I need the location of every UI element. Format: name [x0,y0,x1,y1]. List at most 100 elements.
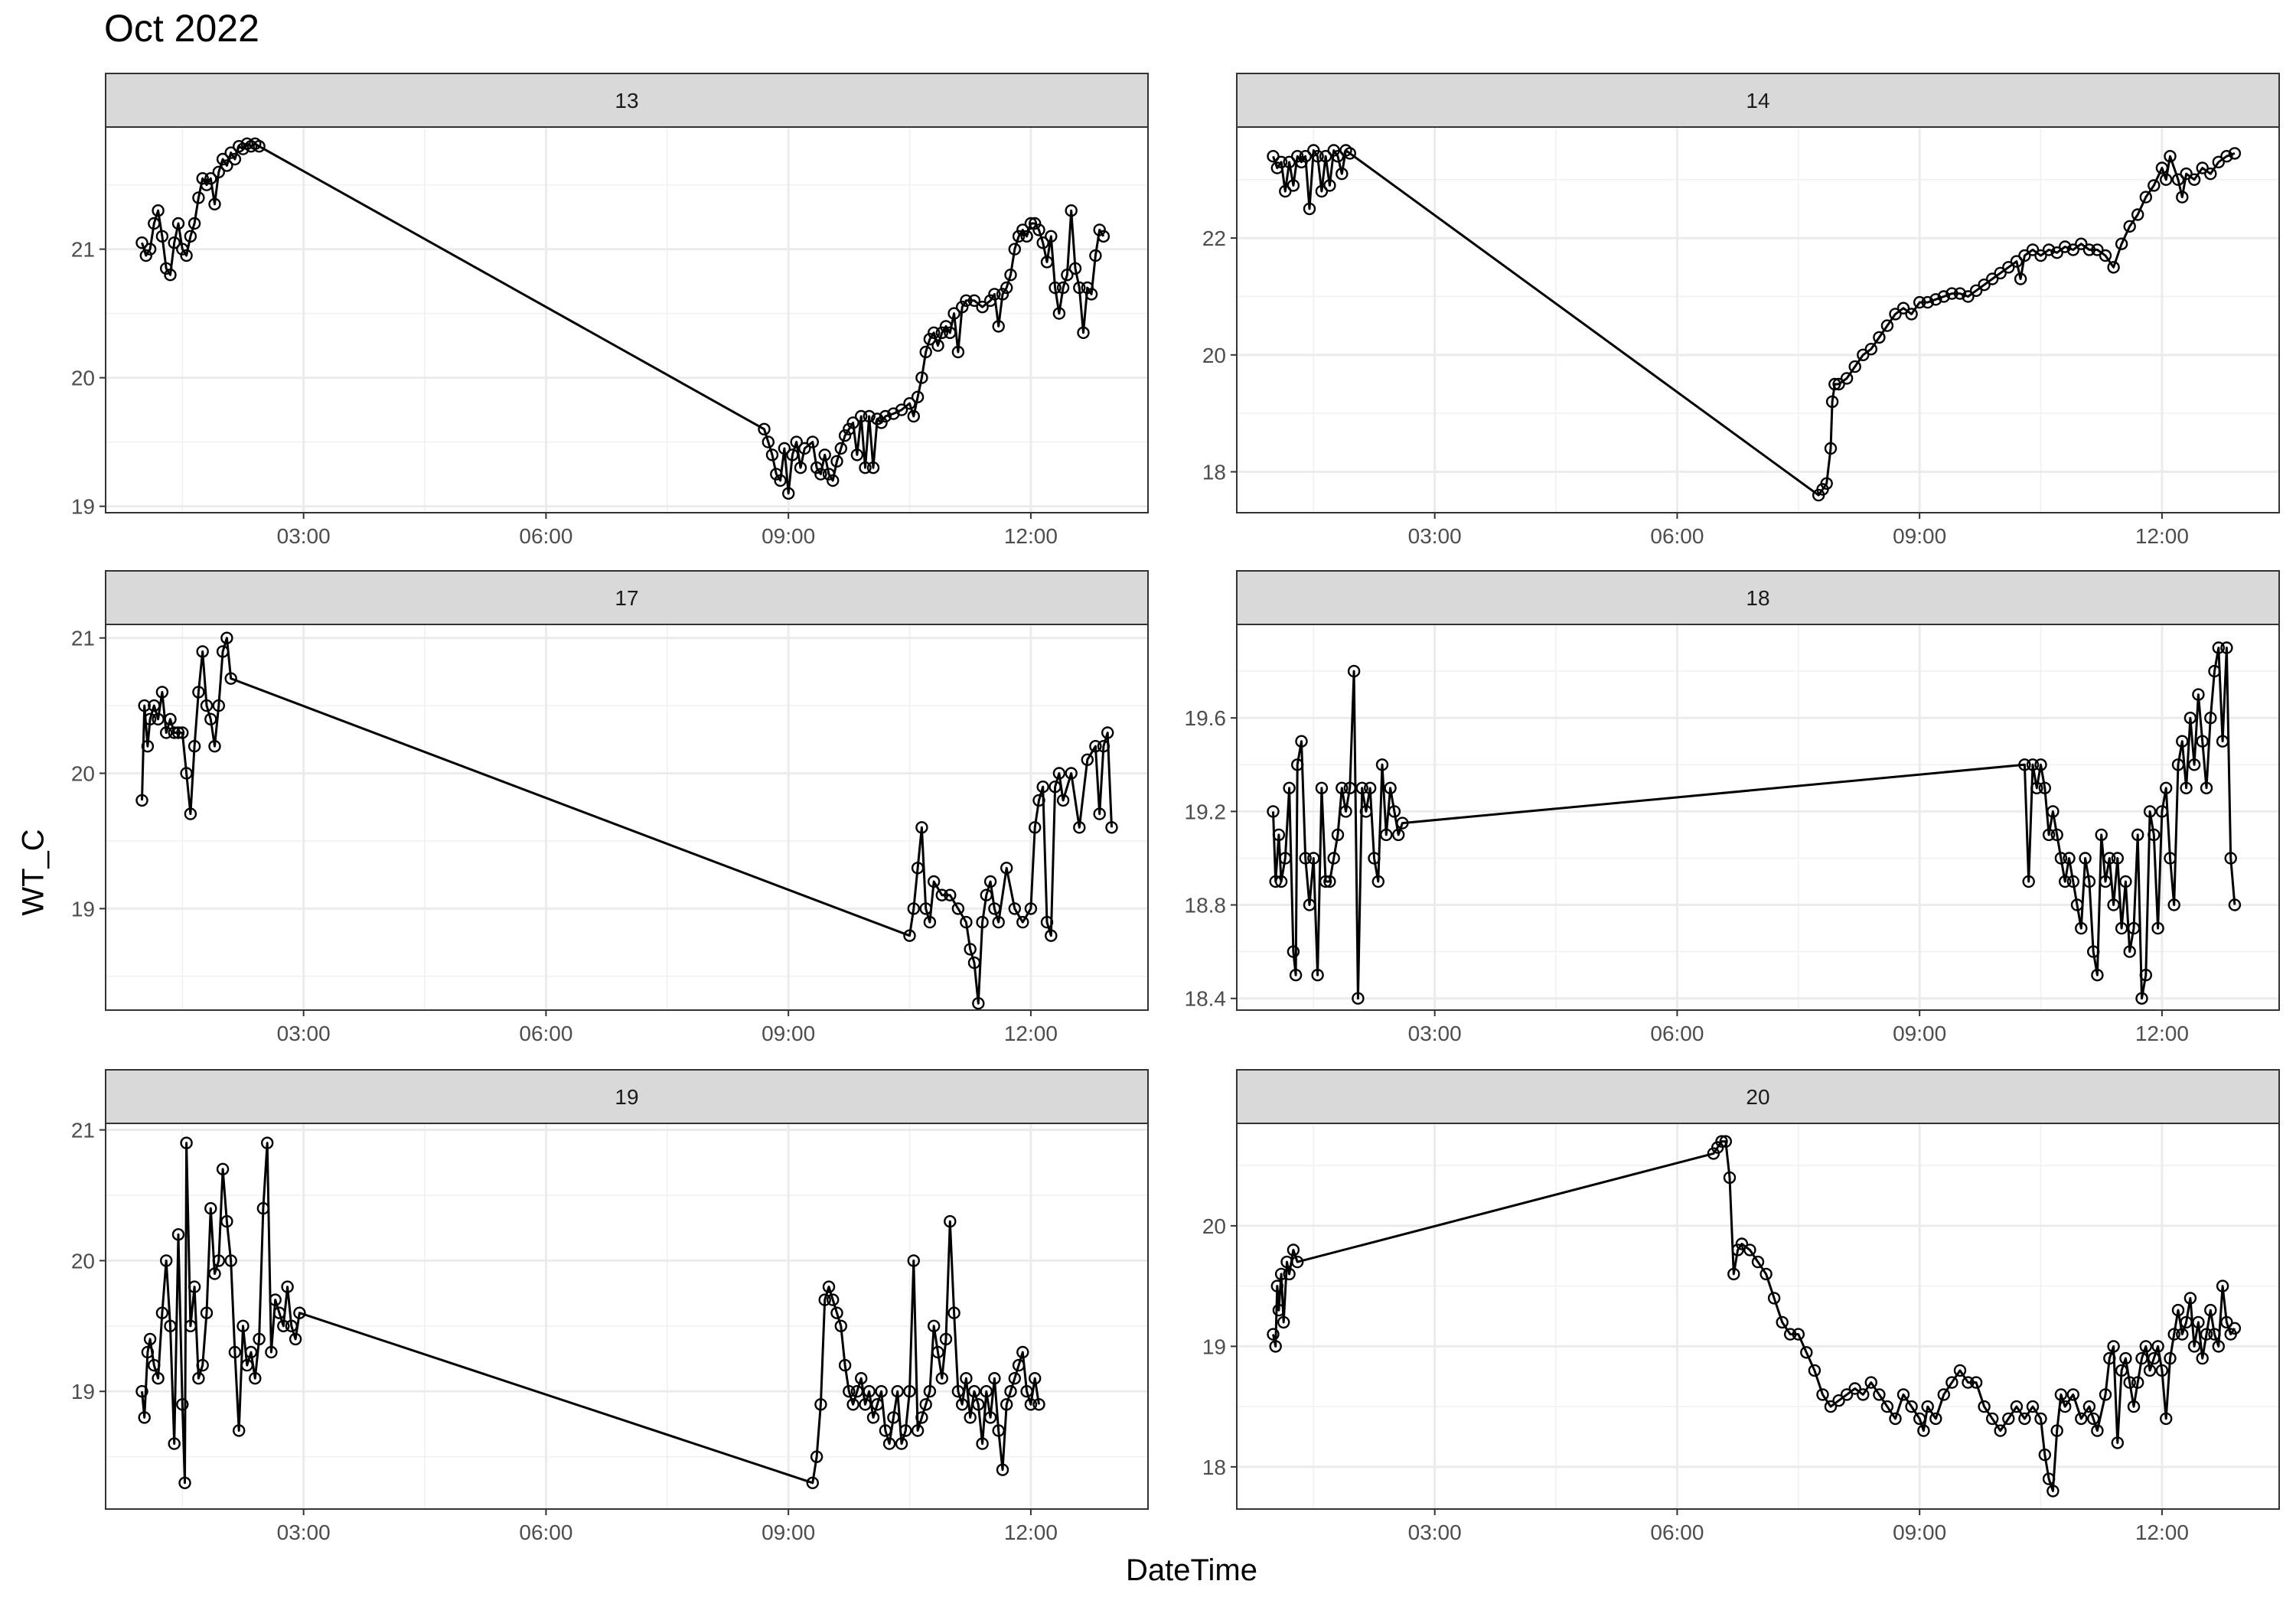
data-point [1287,945,1300,958]
y-tick-label: 19.2 [1185,800,1227,823]
data-point [1008,1371,1022,1385]
data-point [1269,1340,1282,1353]
data-point [2018,758,2031,771]
data-point [1985,1412,1999,1426]
data-point [891,1384,904,1398]
y-tick-label: 20 [71,367,95,390]
x-tick-label: 03:00 [1408,524,1462,548]
data-point [903,929,916,942]
x-tick-label: 09:00 [1893,524,1946,548]
data-point [2155,161,2169,174]
data-point [1857,348,1870,361]
data-point [964,943,977,956]
plot-area [106,1123,1148,1509]
data-point [992,915,1005,929]
data-point [1832,377,1845,391]
data-point [2148,179,2161,192]
data-point [790,435,803,448]
data-point [2196,1351,2209,1365]
data-point [1994,266,2007,280]
data-point [212,165,225,179]
data-point [180,767,193,780]
data-point [2091,243,2104,256]
data-point [826,1293,840,1306]
data-point [927,875,941,888]
data-point [2058,875,2072,888]
data-point [1073,281,1086,295]
data-point [2164,149,2177,163]
data-point [980,1384,993,1398]
data-point [1985,272,1999,285]
data-point [236,1319,249,1333]
data-point [1032,223,1045,236]
data-point [1880,319,1894,332]
data-point [1105,821,1118,834]
facet-strip-label: 19 [615,1085,638,1109]
data-point [1388,805,1401,818]
data-point [2224,852,2237,865]
data-point [2075,237,2088,250]
data-point [2176,1328,2189,1341]
data-point [2216,735,2229,748]
panel-border [105,1123,1149,1510]
data-point [935,326,949,339]
data-point [2192,688,2205,701]
data-point [2054,852,2068,865]
data-point [2187,758,2201,771]
data-point [1873,1388,1886,1401]
data-point [972,1398,985,1411]
data-point [180,249,193,262]
data-point [1036,236,1049,249]
data-point [192,686,205,699]
data-point [216,1162,230,1176]
data-point [1267,1328,1280,1341]
data-point [1315,184,1329,198]
data-point [208,1267,221,1280]
data-point [1036,780,1049,794]
data-point [859,461,872,474]
data-point [2042,243,2056,256]
x-tick-label: 03:00 [1408,1521,1462,1544]
data-point [285,1319,298,1333]
data-point [1272,828,1286,842]
data-point [1848,1382,1861,1395]
y-tick-label: 18 [1202,461,1226,484]
data-point [272,1306,286,1319]
data-point [2107,261,2120,274]
data-point [1343,147,1357,160]
data-point [988,1371,1001,1385]
data-point [2075,921,2088,935]
data-point [911,862,925,875]
data-point [983,1411,997,1424]
data-point [1000,1398,1013,1411]
data-point [1290,758,1304,771]
data-point [2079,852,2092,865]
data-point [1020,230,1033,243]
y-tick-label: 19 [71,495,95,519]
data-point [830,455,843,468]
data-point [1840,1388,1854,1401]
data-point [1848,360,1861,373]
x-tick-label: 03:00 [277,1521,331,1544]
data-point [1065,204,1078,217]
data-point [2208,664,2221,678]
data-point [1727,1267,1740,1281]
data-point [1824,442,1838,455]
data-point [1820,477,1833,490]
x-tick-label: 12:00 [1004,1521,1058,1544]
data-point [2018,1412,2031,1426]
data-point [951,902,965,915]
data-point [1024,217,1038,230]
data-point [176,1398,189,1411]
data-point [859,1398,872,1411]
data-point [2192,1315,2205,1329]
data-point [879,409,892,423]
data-point [220,631,233,644]
y-tick-label: 20 [1202,344,1226,367]
data-point [1945,1376,1958,1389]
data-point [2050,828,2063,842]
data-point [992,1424,1005,1437]
x-tick-label: 06:00 [1650,524,1704,548]
x-tick-label: 12:00 [1004,524,1058,548]
y-tick-label: 22 [1202,227,1226,250]
